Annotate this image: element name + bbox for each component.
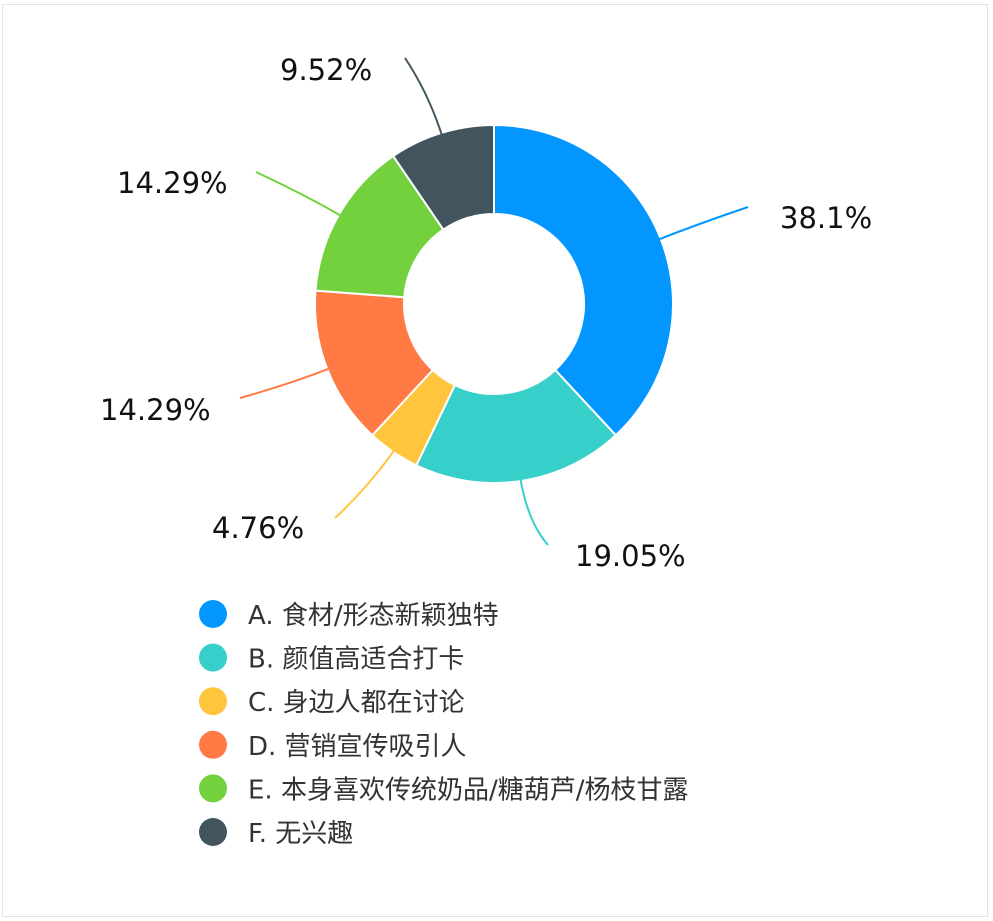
legend-label: C. 身边人都在讨论 bbox=[248, 688, 465, 718]
donut-slice bbox=[414, 368, 618, 484]
leader-line bbox=[239, 365, 336, 399]
data-label: 14.29% bbox=[100, 393, 211, 427]
legend-marker bbox=[199, 774, 227, 803]
leader-line bbox=[255, 171, 347, 220]
legend-label: E. 本身喜欢传统奶品/糖葫芦/杨枝甘露 bbox=[248, 775, 688, 805]
legend-marker bbox=[199, 730, 227, 759]
donut-slice bbox=[391, 123, 495, 232]
data-label: 19.05% bbox=[575, 539, 686, 573]
leader-line bbox=[334, 444, 399, 519]
leader-line bbox=[652, 206, 749, 243]
data-label: 4.76% bbox=[212, 511, 304, 545]
donut-slice bbox=[493, 123, 674, 437]
leader-line bbox=[518, 472, 549, 546]
chart-frame bbox=[2, 4, 988, 917]
data-label: 14.29% bbox=[117, 166, 228, 200]
leader-line bbox=[404, 57, 445, 141]
legend-label: A. 食材/形态新颖独特 bbox=[248, 601, 499, 631]
legend-marker bbox=[199, 600, 227, 628]
data-label: 38.1% bbox=[780, 201, 872, 235]
legend-label: D. 营销宣传吸引人 bbox=[248, 732, 467, 762]
data-label: 9.52% bbox=[280, 53, 372, 87]
legend-label: B. 颜值高适合打卡 bbox=[248, 645, 464, 675]
legend-marker bbox=[199, 818, 227, 846]
legend-marker bbox=[199, 643, 227, 672]
legend-marker bbox=[199, 687, 227, 716]
legend-label: F. 无兴趣 bbox=[248, 819, 353, 849]
